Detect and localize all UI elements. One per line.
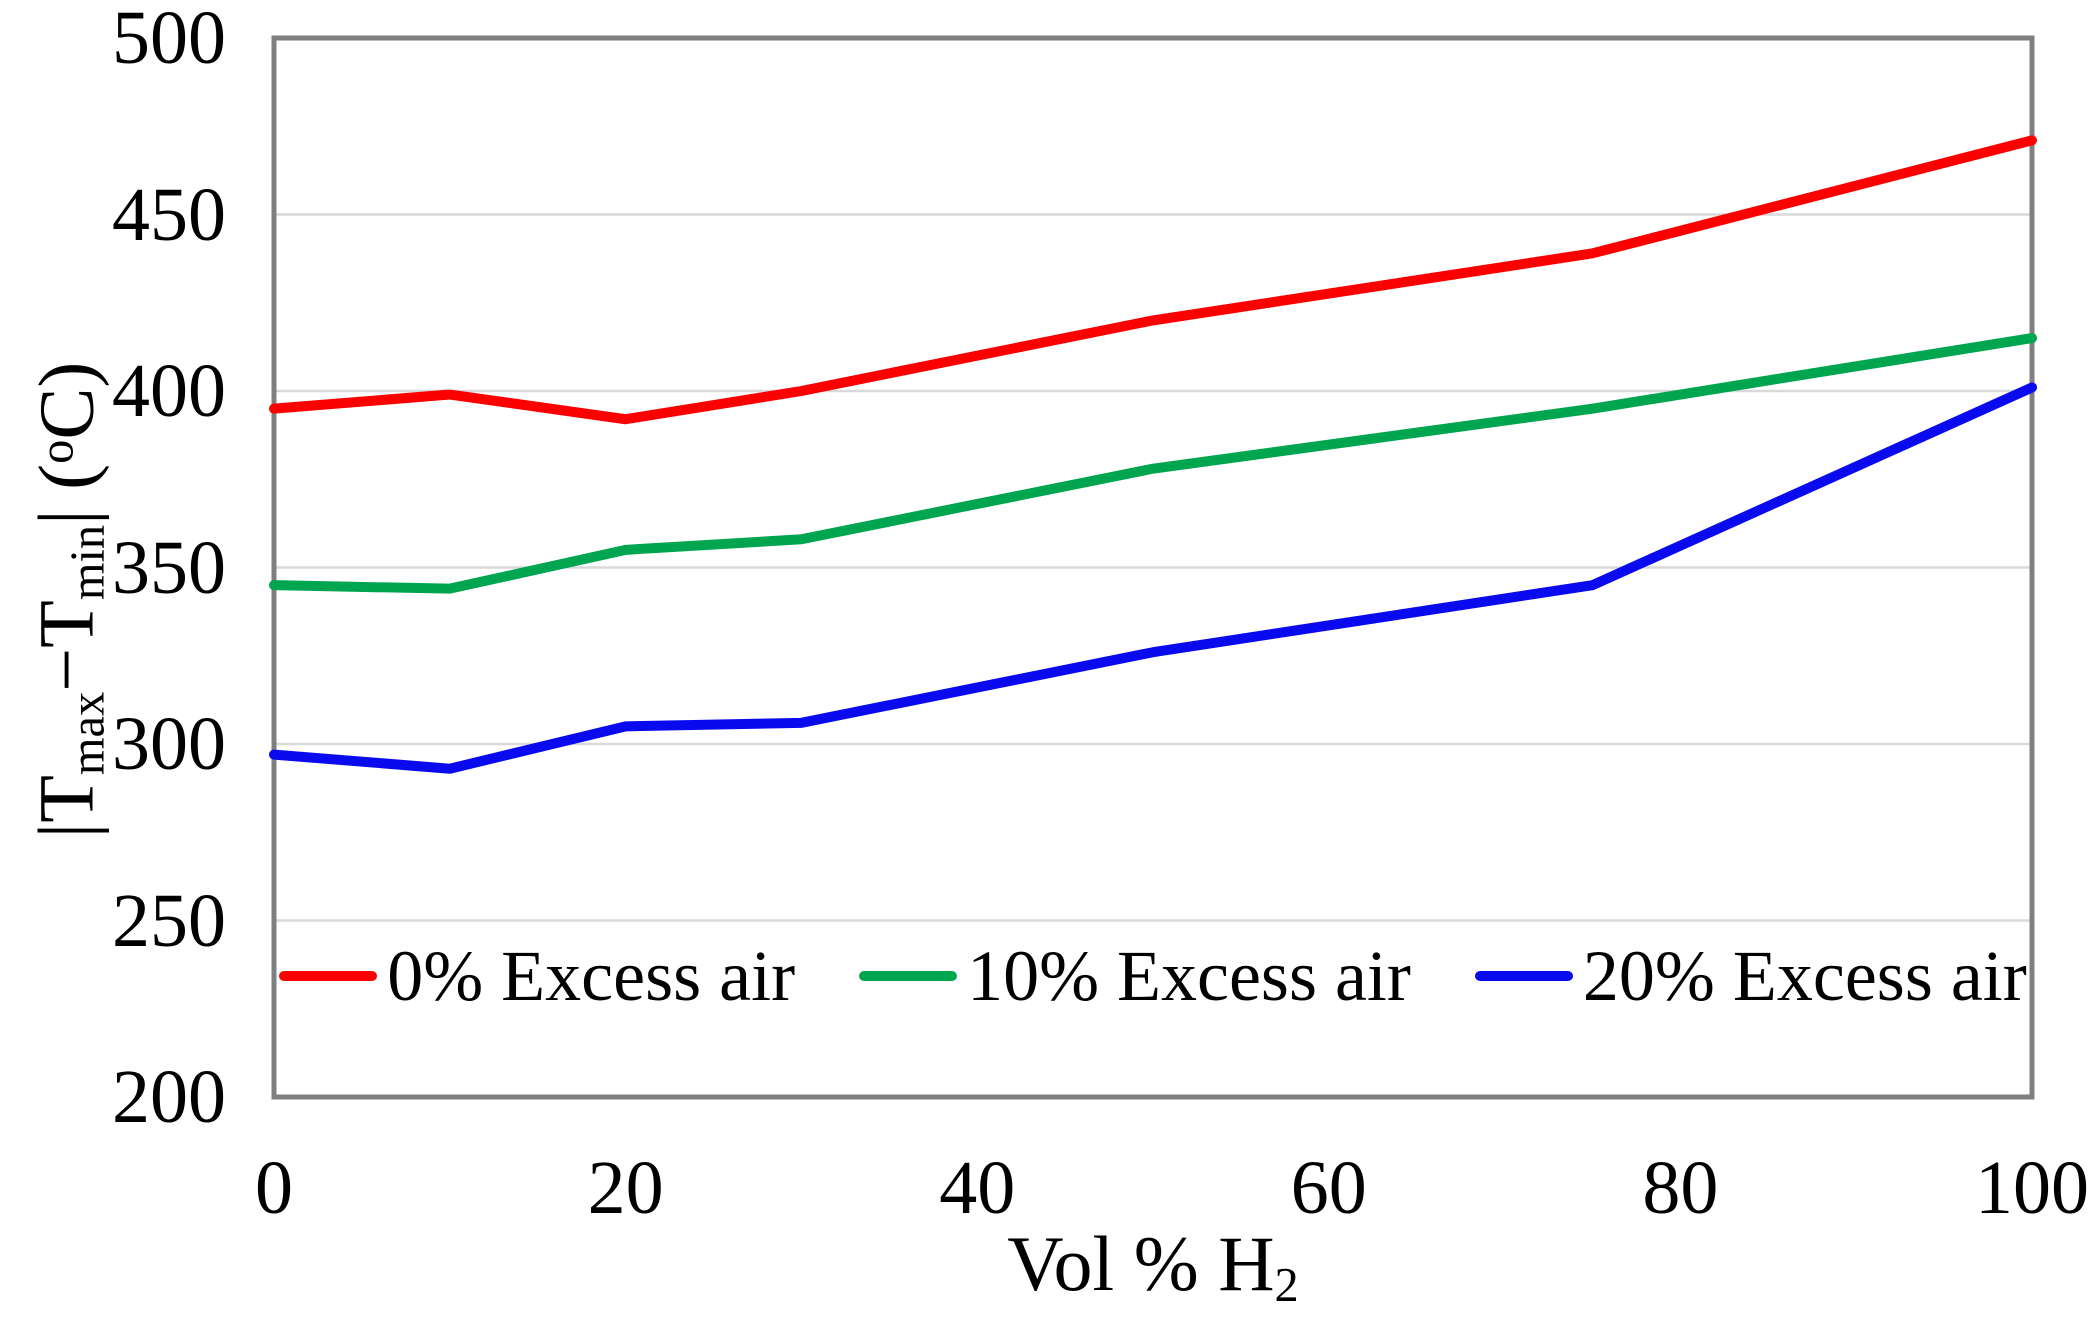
x-title-sub-2: 2: [1274, 1258, 1299, 1312]
legend-item-20pct-excess-air: 20% Excess air: [1474, 936, 2027, 1016]
legend-item-10pct-excess-air: 10% Excess air: [859, 938, 1411, 1014]
x-tick-label-100: 100: [1975, 1146, 2088, 1230]
y-title-part: | (: [22, 463, 110, 525]
y-tick-label-300: 300: [112, 702, 226, 786]
y-tick-label-250: 250: [112, 878, 226, 963]
series-line-10-excess-air: [269, 333, 2037, 594]
legend-line-sample-blue: [1474, 971, 1573, 981]
x-tick-label-20: 20: [587, 1146, 664, 1230]
legend-label: 0% Excess air: [387, 936, 796, 1016]
x-tick-label-0: 0: [255, 1146, 293, 1230]
legend-label: 20% Excess air: [1582, 936, 2027, 1016]
legend-line-sample-green: [859, 971, 958, 981]
y-tick-label-400: 400: [112, 349, 226, 433]
y-title-part: C): [22, 361, 110, 440]
x-tick-label-80: 80: [1642, 1146, 1719, 1230]
y-tick-label-350: 350: [112, 525, 226, 610]
x-title-part: Vol % H: [1007, 1220, 1275, 1307]
y-tick-label-500: 500: [112, 0, 226, 80]
legend-item-0pct-excess-air: 0% Excess air: [279, 938, 795, 1014]
x-axis-title: Vol % H2: [274, 1222, 2032, 1317]
legend-label: 10% Excess air: [967, 936, 1411, 1016]
y-title-part: |T: [22, 775, 110, 839]
legend-line-sample-red: [279, 971, 378, 981]
y-title-degree: o: [30, 439, 84, 464]
y-title-sub-min: min: [61, 524, 115, 601]
series-line-20-excess-air: [269, 382, 2037, 774]
series-line-0-excess-air: [269, 135, 2037, 425]
y-tick-label-200: 200: [112, 1055, 226, 1139]
y-title-part: −T: [22, 600, 110, 692]
y-axis-title: |Tmax−Tmin| (oC): [22, 361, 120, 839]
x-tick-label-60: 60: [1290, 1146, 1367, 1230]
plot-border: [271, 35, 2035, 1100]
chart-legend: 0% Excess air 10% Excess air 20% Excess …: [274, 938, 2032, 1014]
y-tick-label-450: 450: [112, 172, 226, 257]
y-title-sub-max: max: [61, 691, 115, 776]
x-tick-label-40: 40: [939, 1146, 1016, 1230]
